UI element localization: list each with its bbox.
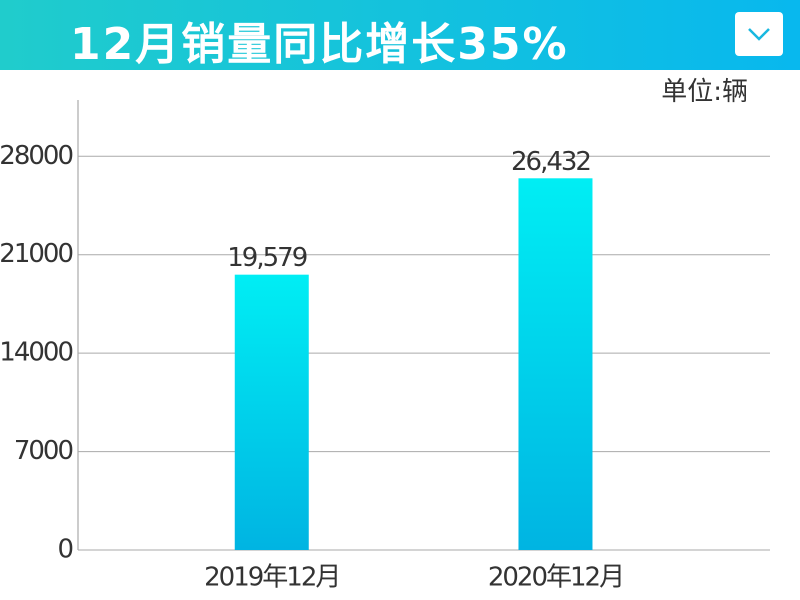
bar — [518, 178, 593, 551]
x-tick-label: 2019年12月 — [204, 563, 339, 593]
chevron-icon — [748, 28, 770, 41]
y-tick-label: 7000 — [14, 436, 73, 466]
unit-label: 单位:辆 — [661, 77, 748, 107]
value-label: 19,579 — [227, 243, 306, 273]
y-tick-label: 28000 — [0, 141, 72, 171]
dropdown-button[interactable] — [735, 12, 783, 56]
bar — [234, 274, 309, 550]
chart: 单位:辆 0 7000 14000 21000 28000 2019年12月 19,579 2… — [0, 77, 770, 593]
header-bar: 12月销量同比增长35% — [0, 0, 800, 70]
y-tick-label: 14000 — [0, 338, 72, 368]
chart-title: 12月销量同比增长35% — [70, 19, 569, 70]
x-tick-label: 2020年12月 — [488, 563, 623, 593]
y-tick-label: 0 — [57, 535, 72, 565]
value-label: 26,432 — [511, 147, 590, 177]
y-tick-label: 21000 — [0, 239, 72, 269]
